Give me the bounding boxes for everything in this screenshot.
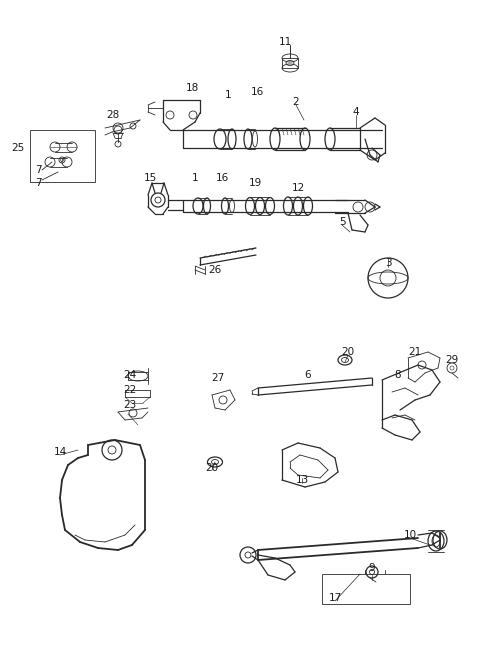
Text: 18: 18 (185, 83, 199, 93)
Text: 7: 7 (35, 165, 41, 175)
Text: 3: 3 (384, 258, 391, 268)
Text: 4: 4 (353, 107, 360, 117)
Text: 27: 27 (211, 373, 225, 383)
Text: 6: 6 (305, 370, 312, 380)
Text: 7: 7 (35, 178, 41, 188)
Text: 14: 14 (53, 447, 67, 457)
Text: 1: 1 (192, 173, 198, 183)
Text: 29: 29 (445, 355, 458, 365)
Text: 21: 21 (408, 347, 421, 357)
Text: 25: 25 (12, 143, 24, 153)
Text: 17: 17 (328, 593, 342, 603)
Text: 1: 1 (225, 90, 231, 100)
Text: 9: 9 (369, 563, 375, 573)
Text: 28: 28 (107, 110, 120, 120)
Text: 12: 12 (291, 183, 305, 193)
Text: 16: 16 (216, 173, 228, 183)
Text: 26: 26 (208, 265, 222, 275)
Text: 24: 24 (123, 370, 137, 380)
Text: 13: 13 (295, 475, 309, 485)
Text: 19: 19 (248, 178, 262, 188)
Text: 2: 2 (293, 97, 300, 107)
Text: 5: 5 (339, 217, 345, 227)
Text: 11: 11 (278, 37, 292, 47)
Bar (30, 130, 95, 182)
Text: 20: 20 (341, 347, 355, 357)
Bar (322, 574, 410, 604)
Text: 8: 8 (395, 370, 401, 380)
Text: 23: 23 (123, 400, 137, 410)
Text: 22: 22 (123, 385, 137, 395)
Text: 20: 20 (205, 463, 218, 473)
Text: 15: 15 (144, 173, 156, 183)
Text: 10: 10 (403, 530, 417, 540)
Text: 16: 16 (251, 87, 264, 97)
